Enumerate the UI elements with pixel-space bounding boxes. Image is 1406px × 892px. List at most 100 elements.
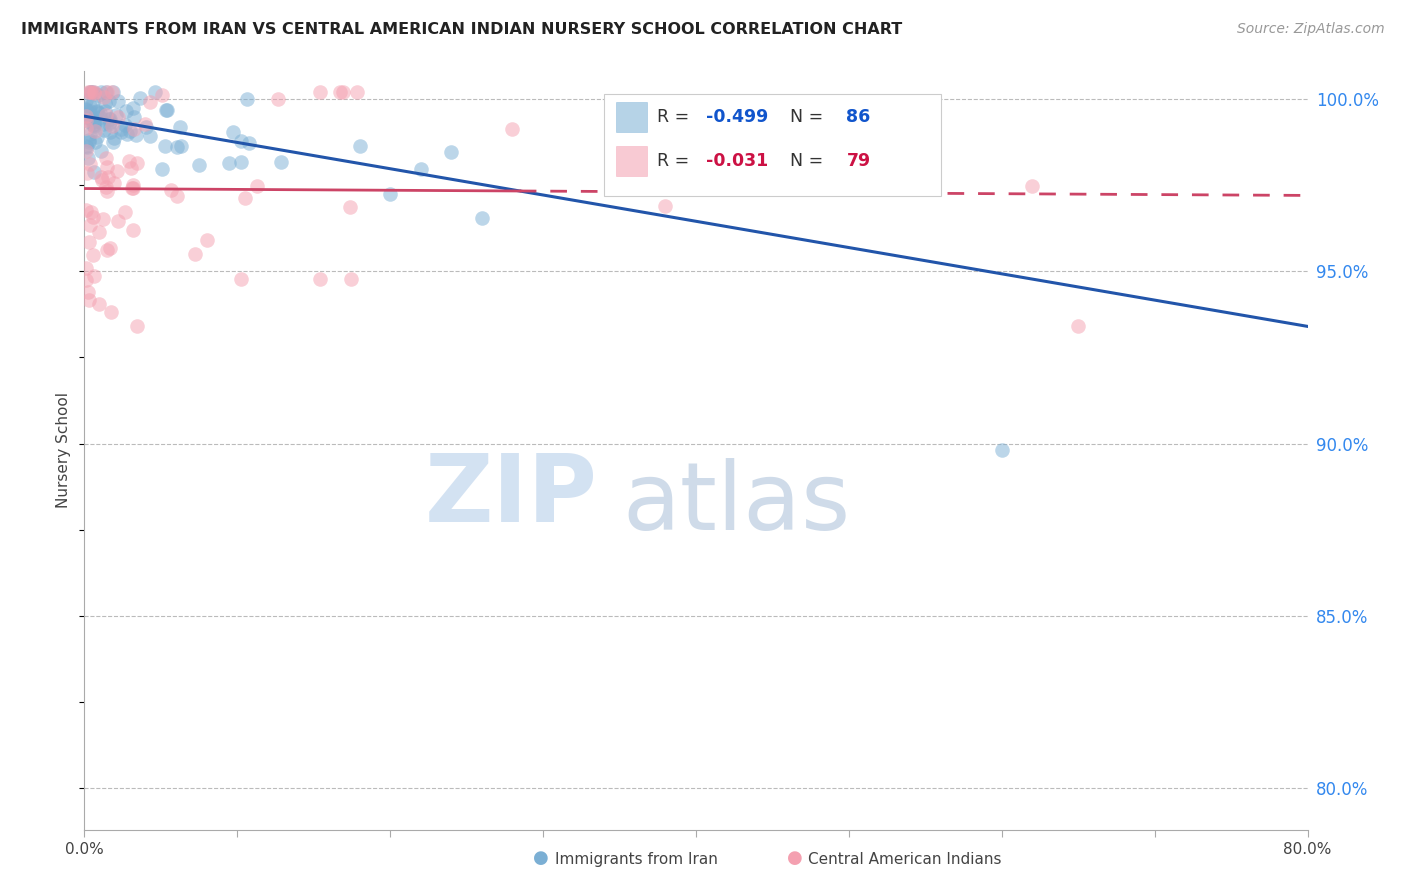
Point xyxy=(93,90,115,104)
Point xyxy=(222,125,245,139)
Text: N =: N = xyxy=(779,108,830,126)
Text: Central American Indians: Central American Indians xyxy=(808,852,1002,867)
Text: 79: 79 xyxy=(846,152,870,169)
Point xyxy=(166,139,188,153)
Point xyxy=(898,143,921,157)
Text: atlas: atlas xyxy=(623,458,851,549)
Point xyxy=(93,123,115,137)
Point xyxy=(409,162,432,177)
Point xyxy=(84,124,107,138)
Point xyxy=(77,293,100,307)
Point xyxy=(79,111,101,125)
Point xyxy=(267,92,290,106)
Point xyxy=(76,113,98,128)
Point xyxy=(83,115,105,129)
Point xyxy=(75,107,97,121)
Point xyxy=(339,200,361,214)
Point xyxy=(156,103,179,118)
Point xyxy=(238,136,260,150)
Point xyxy=(100,112,122,126)
Point xyxy=(121,181,143,195)
Point xyxy=(122,223,145,237)
Point xyxy=(77,235,100,249)
Point xyxy=(98,241,121,255)
Point xyxy=(90,144,112,158)
Point xyxy=(143,85,166,99)
Text: 86: 86 xyxy=(846,108,870,126)
Point xyxy=(97,169,120,184)
Point xyxy=(991,443,1014,458)
Point xyxy=(120,161,142,175)
Point xyxy=(87,87,110,102)
Point xyxy=(91,117,114,131)
Point xyxy=(79,103,101,118)
Point xyxy=(83,269,105,284)
Point xyxy=(195,233,218,247)
Point xyxy=(107,214,129,228)
Point xyxy=(89,106,111,120)
Point xyxy=(98,124,121,138)
Bar xyxy=(605,95,941,196)
Point xyxy=(79,99,101,113)
Point xyxy=(184,246,207,260)
Point xyxy=(155,139,177,153)
Point xyxy=(79,157,101,171)
Point xyxy=(339,271,361,285)
Point xyxy=(89,225,111,239)
Point xyxy=(89,110,111,124)
Point xyxy=(96,160,118,174)
Point xyxy=(75,203,97,218)
Point xyxy=(229,272,252,286)
Point xyxy=(329,85,352,99)
Text: IMMIGRANTS FROM IRAN VS CENTRAL AMERICAN INDIAN NURSERY SCHOOL CORRELATION CHART: IMMIGRANTS FROM IRAN VS CENTRAL AMERICAN… xyxy=(21,22,903,37)
Point xyxy=(100,305,122,319)
Point xyxy=(75,138,97,153)
Point xyxy=(79,85,101,99)
Point xyxy=(118,124,141,138)
Point xyxy=(233,192,256,206)
Point xyxy=(77,151,100,165)
Point xyxy=(82,118,104,132)
Bar xyxy=(616,145,647,176)
Point xyxy=(122,121,145,136)
Point xyxy=(122,110,145,124)
Text: ●: ● xyxy=(533,849,550,867)
Point xyxy=(75,121,97,136)
Point xyxy=(90,170,112,185)
Point xyxy=(188,158,211,172)
Point xyxy=(83,87,105,101)
Point xyxy=(82,210,104,224)
Point xyxy=(83,119,105,133)
Point xyxy=(75,103,97,117)
Point xyxy=(76,165,98,179)
Point xyxy=(75,113,97,128)
Y-axis label: Nursery School: Nursery School xyxy=(56,392,72,508)
Point xyxy=(127,156,149,170)
Point xyxy=(93,104,115,119)
Point xyxy=(77,285,100,299)
Point xyxy=(380,186,402,201)
Point xyxy=(75,273,97,287)
Point xyxy=(1021,179,1043,194)
Point xyxy=(114,104,136,119)
Point xyxy=(86,103,108,118)
Point xyxy=(166,189,188,203)
Point xyxy=(139,95,162,109)
Point xyxy=(87,296,110,310)
Point xyxy=(96,180,118,194)
Point xyxy=(75,144,97,158)
Point xyxy=(75,93,97,107)
Text: ZIP: ZIP xyxy=(425,450,598,542)
Point xyxy=(309,85,332,99)
Point xyxy=(107,110,129,124)
Point xyxy=(98,95,121,109)
Point xyxy=(114,205,136,219)
Point xyxy=(90,85,112,99)
Point xyxy=(128,90,150,104)
Point xyxy=(440,145,463,159)
Point xyxy=(159,184,181,198)
Point xyxy=(80,85,103,99)
Point xyxy=(150,162,173,177)
Point xyxy=(654,199,676,213)
Point xyxy=(103,135,125,149)
